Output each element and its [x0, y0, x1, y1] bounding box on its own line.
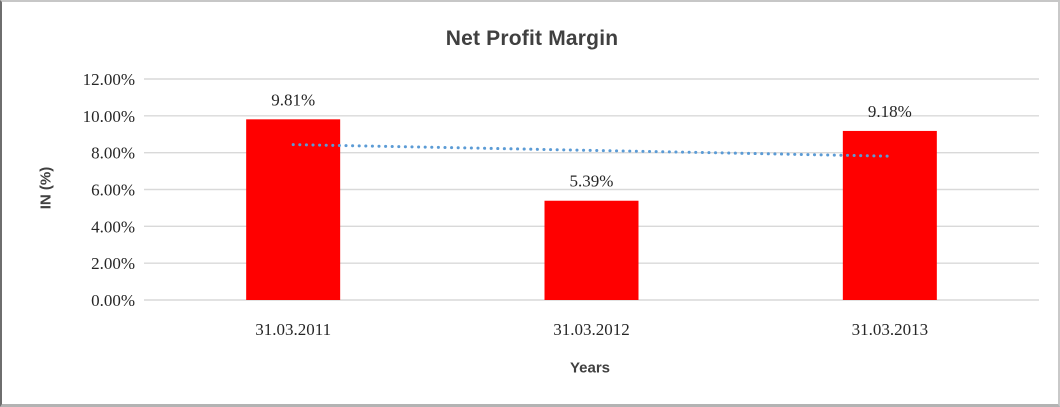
category-label: 31.03.2013	[852, 320, 929, 339]
data-label: 5.39%	[570, 172, 614, 191]
bar	[842, 130, 937, 300]
y-tick-label: 2.00%	[91, 254, 135, 273]
data-label: 9.18%	[868, 102, 912, 121]
bar	[544, 200, 639, 300]
y-tick-label: 8.00%	[91, 144, 135, 163]
y-tick-label: 6.00%	[91, 181, 135, 200]
y-tick-label: 12.00%	[83, 70, 135, 89]
y-tick-label: 10.00%	[83, 107, 135, 126]
bar	[246, 119, 341, 301]
x-axis-title: Years	[569, 359, 611, 377]
category-label: 31.03.2011	[255, 320, 331, 339]
trendline	[291, 143, 892, 158]
chart-title: Net Profit Margin	[445, 27, 619, 50]
category-label: 31.03.2012	[553, 320, 630, 339]
y-tick-label: 4.00%	[91, 217, 135, 236]
y-tick-label: 0.00%	[91, 291, 135, 310]
data-label: 9.81%	[271, 90, 315, 109]
